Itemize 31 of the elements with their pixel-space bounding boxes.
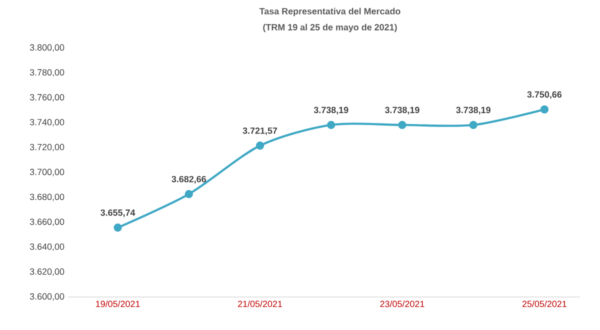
data-label: 3.738,19 xyxy=(314,106,348,114)
y-tick-label: 3.760,00 xyxy=(30,94,64,102)
data-label: 3.738,19 xyxy=(384,106,420,114)
data-label: 3.655,74 xyxy=(100,209,136,218)
point xyxy=(114,224,122,232)
chart-subtitle: (TRM 19 al 25 de mayo de 2021) xyxy=(263,24,397,32)
y-tick-label: 3.800,00 xyxy=(30,44,64,52)
x-tick-label: 25/05/2021 xyxy=(522,300,566,308)
point xyxy=(327,120,336,130)
data-label: 3.682,66 xyxy=(172,176,206,184)
x-tick-label: 19/05/2021 xyxy=(96,300,140,308)
y-tick-label: 3.660,00 xyxy=(30,218,64,226)
y-tick-label: 3.640,00 xyxy=(30,243,64,251)
x-tick-label: 21/05/2021 xyxy=(238,300,282,308)
chart-title: Tasa Representativa del Mercado xyxy=(259,8,400,16)
y-tick-label: 3.720,00 xyxy=(30,144,64,152)
y-tick-label: 3.600,00 xyxy=(30,293,64,301)
y-tick-label: 3.620,00 xyxy=(30,268,64,276)
y-tick-label: 3.700,00 xyxy=(30,168,64,176)
x-tick-label: 23/05/2021 xyxy=(380,300,424,308)
data-label: 3.721,57 xyxy=(242,127,278,136)
point xyxy=(398,120,406,130)
y-tick-label: 3.780,00 xyxy=(30,69,64,77)
data-label: 3.750,66 xyxy=(527,91,562,99)
y-tick-label: 3.740,00 xyxy=(30,118,64,126)
point xyxy=(469,120,478,130)
point xyxy=(256,142,264,150)
y-tick-label: 3.680,00 xyxy=(30,194,64,202)
data-label: 3.738,19 xyxy=(456,106,490,114)
point xyxy=(184,190,193,198)
point xyxy=(540,105,549,114)
